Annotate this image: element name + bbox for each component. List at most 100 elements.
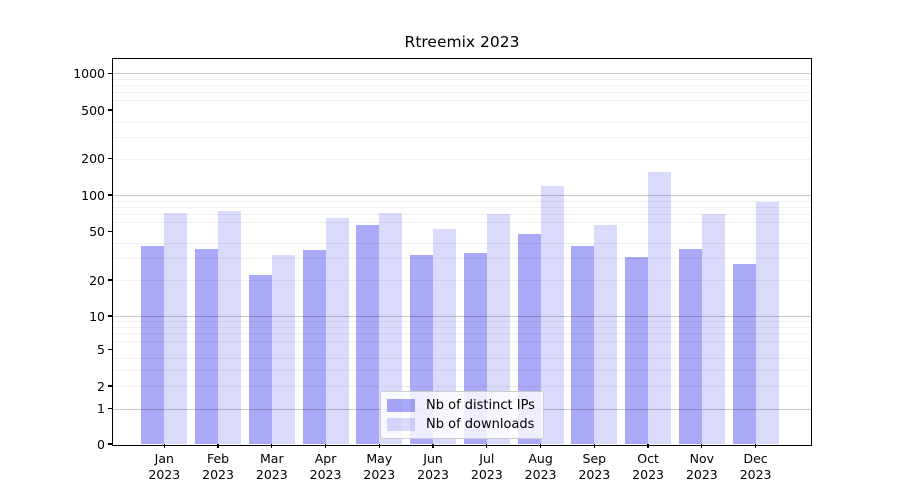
y-tick-label: 1 [97, 401, 105, 417]
x-tick [378, 444, 380, 448]
plot-area [113, 59, 811, 444]
bar-downloads-jun [433, 229, 457, 444]
bar-ips-oct [625, 256, 649, 444]
x-tick [432, 444, 434, 448]
x-tick [163, 444, 165, 448]
gridline-minor [113, 121, 811, 123]
chart-title: Rtreemix 2023 [404, 33, 520, 51]
legend-row: Nb of distinct IPs [381, 396, 543, 415]
x-tick [755, 444, 757, 448]
bar-downloads-mar [271, 255, 295, 444]
legend-swatch-ips [387, 399, 415, 412]
bar-ips-may [356, 224, 380, 444]
gridline-minor [113, 321, 811, 323]
bar-ips-mar [248, 274, 272, 444]
gridline-minor [113, 137, 811, 139]
x-tick-label-feb: Feb 2023 [202, 451, 234, 482]
y-tick [108, 443, 112, 445]
bar-downloads-jan [164, 212, 188, 444]
y-tick [108, 408, 112, 410]
gridline-minor [113, 92, 811, 94]
gridline-minor [113, 100, 811, 102]
x-tick-label-apr: Apr 2023 [309, 451, 342, 482]
x-tick [324, 444, 327, 448]
bar-ips-jan [141, 245, 165, 444]
gridline-minor [113, 200, 811, 202]
bar-downloads-may [379, 212, 403, 444]
gridline-minor [113, 326, 811, 328]
gridline-minor [113, 333, 811, 335]
bar-downloads-aug [540, 185, 564, 444]
gridline-minor [113, 258, 811, 260]
y-tick-label: 500 [81, 102, 105, 118]
gridline-major-10 [113, 316, 811, 317]
gridline-minor [113, 221, 811, 223]
y-tick-label: 50 [89, 223, 105, 239]
bar-downloads-oct [648, 172, 672, 444]
x-tick [701, 444, 703, 448]
legend-label: Nb of downloads [426, 417, 535, 432]
legend-row: Nb of downloads [381, 415, 543, 434]
x-tick-label-aug: Aug 2023 [524, 451, 557, 482]
y-tick-label: 5 [97, 341, 105, 357]
gridline-minor [113, 158, 811, 160]
bar-downloads-feb [218, 210, 242, 444]
bar-ips-dec [732, 264, 756, 444]
legend-label: Nb of distinct IPs [426, 398, 535, 413]
y-tick-label: 0 [97, 436, 105, 452]
x-tick-label-jul: Jul 2023 [470, 451, 503, 482]
x-tick-label-may: May 2023 [363, 451, 396, 482]
y-tick-label: 10 [89, 308, 105, 324]
x-tick [486, 444, 488, 448]
gridline-minor [113, 369, 811, 371]
bar-ips-apr [302, 250, 326, 444]
gridline-minor [113, 243, 811, 245]
gridline-minor [113, 78, 811, 80]
legend-swatch-downloads [387, 418, 415, 431]
gridline-minor [113, 85, 811, 87]
x-tick [217, 444, 219, 448]
x-tick-label-mar: Mar 2023 [255, 451, 288, 482]
bar-downloads-jul [486, 213, 510, 444]
y-tick-label: 20 [89, 272, 105, 288]
y-tick [108, 385, 112, 387]
gridline-minor [113, 340, 811, 342]
x-tick-label-jan: Jan 2023 [148, 451, 181, 482]
y-tick [108, 230, 112, 232]
gridline-minor [113, 358, 811, 360]
bar-ips-feb [195, 248, 219, 444]
y-tick-label: 100 [81, 187, 105, 203]
y-tick [108, 109, 112, 111]
bar-ips-sep [571, 245, 595, 444]
y-tick-label: 1000 [73, 65, 105, 81]
bar-ips-nov [678, 248, 702, 444]
gridline-major-1000 [113, 73, 811, 75]
bar-downloads-nov [701, 213, 725, 444]
bar-downloads-dec [755, 202, 779, 444]
x-tick [647, 444, 649, 448]
gridline-minor [113, 206, 811, 208]
y-tick [108, 348, 112, 350]
gridline-minor [113, 386, 811, 387]
y-tick [108, 194, 112, 196]
x-tick [271, 444, 273, 448]
x-tick-label-nov: Nov 2023 [685, 451, 718, 482]
bar-downloads-apr [325, 218, 349, 444]
gridline-major-100 [113, 195, 811, 196]
x-tick-label-sep: Sep 2023 [578, 451, 611, 482]
y-tick-label: 2 [97, 378, 105, 394]
legend: Nb of distinct IPs Nb of downloads [380, 391, 544, 439]
y-tick [108, 72, 112, 74]
y-tick-label: 200 [81, 151, 105, 167]
y-tick [108, 158, 112, 160]
x-tick [539, 444, 542, 448]
x-tick-label-jun: Jun 2023 [417, 451, 449, 482]
y-tick [108, 279, 112, 281]
x-tick-label-oct: Oct 2023 [632, 451, 664, 482]
gridline-minor [113, 280, 811, 281]
x-tick-label-dec: Dec 2023 [739, 451, 772, 482]
bar-downloads-sep [594, 225, 618, 444]
y-tick [108, 315, 112, 317]
gridline-minor [113, 213, 811, 215]
